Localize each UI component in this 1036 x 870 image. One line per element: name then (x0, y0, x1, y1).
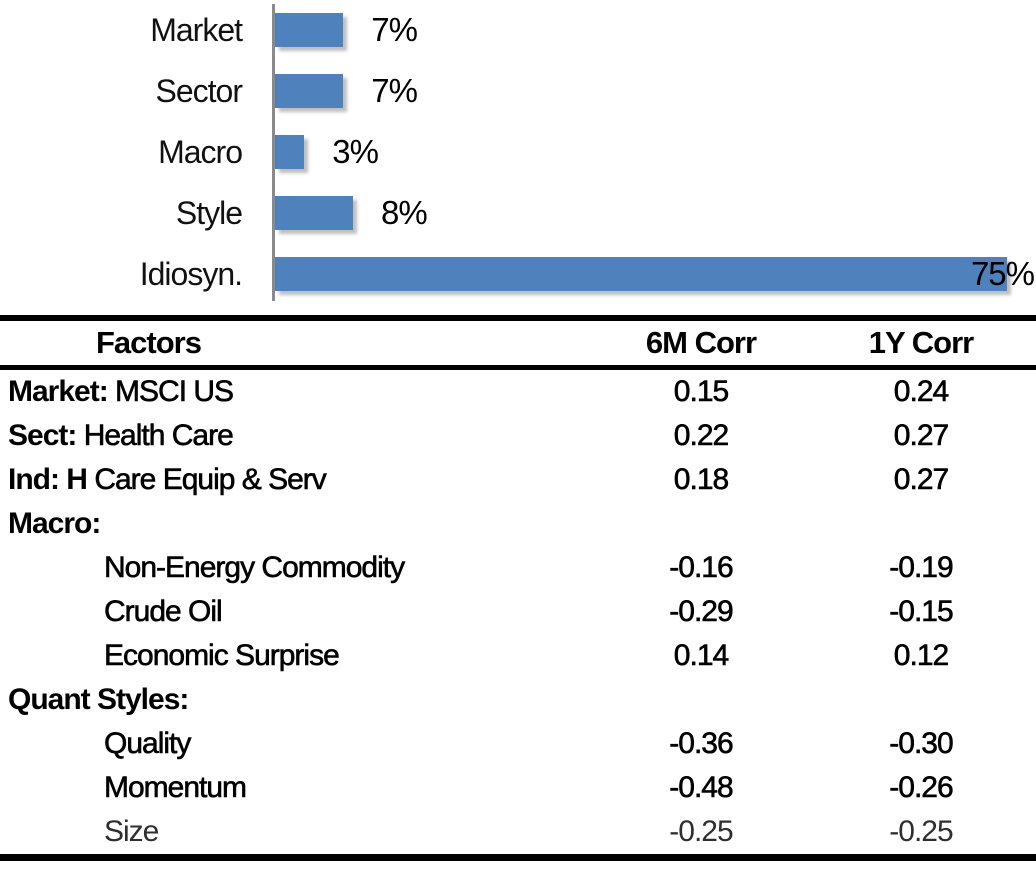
table-row: Economic Surprise 0.14 0.12 (0, 634, 1036, 678)
bar-row-sector: Sector 7% (0, 72, 1036, 109)
corr-1y-value: -0.19 (889, 551, 954, 585)
risk-decomposition-bar-chart: Market 7% Sector 7% Macro 3% Style 8% Id… (0, 0, 1036, 308)
table-header-row: Factors 6M Corr 1Y Corr (0, 321, 1036, 370)
bar-market (275, 13, 344, 47)
bar-value-label: 7% (371, 72, 418, 109)
table-row-group-quant-styles: Quant Styles: (0, 678, 1036, 722)
factor-name: Quality (104, 727, 192, 761)
corr-6m-value: -0.48 (669, 771, 734, 805)
factor-name: Care Equip & Serv (94, 463, 327, 497)
bar-track: 7% (275, 72, 1036, 109)
table-row: Non-Energy Commodity -0.16 -0.19 (0, 546, 1036, 590)
table-row: Quality -0.36 -0.30 (0, 722, 1036, 766)
column-header-1y-corr: 1Y Corr (868, 325, 974, 360)
factor-prefix: Quant Styles: (8, 683, 189, 716)
factor-prefix: Market: (8, 375, 109, 408)
corr-6m-value: -0.36 (669, 727, 734, 761)
table-row: Market: MSCI US 0.15 0.24 (0, 370, 1036, 414)
corr-1y-value: 0.12 (893, 639, 949, 673)
table-row-group-macro: Macro: (0, 502, 1036, 546)
bar-track: 8% (275, 194, 1036, 231)
bar-value-label: 7% (371, 11, 418, 48)
bar-category-label: Market (150, 11, 243, 48)
corr-1y-value: 0.24 (893, 375, 949, 409)
corr-6m-value: -0.29 (669, 595, 734, 629)
table-row: Sect: Health Care 0.22 0.27 (0, 414, 1036, 458)
bar-category-label: Sector (155, 72, 243, 109)
bar-row-macro: Macro 3% (0, 133, 1036, 170)
factor-correlation-table: Factors 6M Corr 1Y Corr Market: MSCI US … (0, 315, 1036, 861)
bar-idiosyn (275, 257, 1007, 291)
bar-row-idiosyn: Idiosyn. 75% (0, 255, 1036, 292)
factor-name: Health Care (83, 419, 234, 453)
bar-track: 3% (275, 133, 1036, 170)
column-header-6m-corr: 6M Corr (645, 325, 757, 360)
bar-value-label: 8% (381, 194, 428, 231)
corr-6m-value: -0.25 (669, 815, 733, 848)
corr-6m-value: 0.22 (673, 419, 729, 453)
factor-prefix: Ind: H (8, 463, 88, 496)
table-row: Ind: H Care Equip & Serv 0.18 0.27 (0, 458, 1036, 502)
table-row: Momentum -0.48 -0.26 (0, 766, 1036, 810)
bar-category-label: Macro (158, 133, 243, 170)
bar-row-style: Style 8% (0, 194, 1036, 231)
table-row: Crude Oil -0.29 -0.15 (0, 590, 1036, 634)
corr-1y-value: -0.30 (889, 727, 954, 761)
y-axis-line (272, 4, 275, 301)
bar-track: 75% (275, 255, 1036, 292)
bar-category-label: Idiosyn. (139, 255, 243, 292)
corr-1y-value: 0.27 (893, 463, 949, 497)
factor-name: Size (104, 815, 159, 848)
table-row: Size -0.25 -0.25 (0, 810, 1036, 854)
corr-1y-value: -0.15 (889, 595, 954, 629)
corr-6m-value: 0.15 (673, 375, 729, 409)
factor-name: MSCI US (115, 375, 235, 409)
corr-6m-value: 0.18 (673, 463, 729, 497)
column-header-factors: Factors (96, 325, 202, 360)
bar-value-label: 3% (332, 133, 379, 170)
factor-name: Crude Oil (104, 595, 223, 629)
corr-1y-value: 0.27 (893, 419, 949, 453)
corr-1y-value: -0.26 (889, 771, 954, 805)
corr-6m-value: 0.14 (673, 639, 729, 673)
bar-value-label: 75% (970, 255, 1035, 292)
factor-prefix: Macro: (8, 507, 101, 540)
factor-name: Momentum (104, 771, 248, 805)
bar-category-label: Style (175, 194, 243, 231)
bar-track: 7% (275, 11, 1036, 48)
corr-6m-value: -0.16 (669, 551, 734, 585)
bar-style (275, 196, 354, 230)
bar-macro (275, 135, 305, 169)
factor-name: Economic Surprise (104, 639, 340, 673)
bar-sector (275, 74, 344, 108)
corr-1y-value: -0.25 (889, 815, 953, 848)
bar-row-market: Market 7% (0, 11, 1036, 48)
factor-name: Non-Energy Commodity (104, 551, 406, 585)
factor-prefix: Sect: (8, 419, 77, 452)
